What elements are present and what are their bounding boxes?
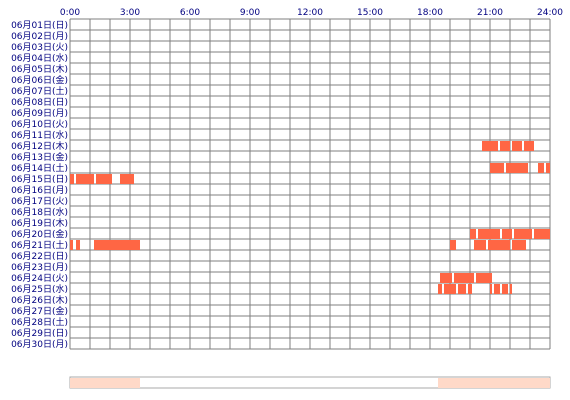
- row-label: 06月18日(水): [11, 206, 68, 218]
- x-tick-label: 6:00: [180, 8, 200, 18]
- activity-bar: [438, 284, 442, 294]
- row-label: 06月09日(月): [11, 108, 68, 119]
- x-tick-label: 21:00: [477, 8, 503, 18]
- row-label: 06月17日(火): [11, 196, 68, 207]
- activity-bar: [454, 273, 474, 283]
- row-label: 06月06日(金): [11, 74, 68, 86]
- activity-bar: [502, 229, 512, 239]
- activity-bar: [76, 240, 80, 250]
- row-label: 06月07日(土): [11, 85, 68, 97]
- row-label: 06月12日(木): [11, 140, 68, 152]
- activity-bar: [482, 141, 498, 151]
- activity-bar: [450, 240, 456, 250]
- row-label: 06月19日(木): [11, 217, 68, 229]
- activity-bar: [490, 163, 504, 173]
- activity-bar: [534, 229, 550, 239]
- activity-bar: [490, 284, 492, 294]
- row-label: 06月02日(月): [11, 31, 68, 42]
- row-label: 06月10日(火): [11, 119, 68, 130]
- activity-bar: [120, 174, 134, 184]
- activity-bar: [500, 141, 510, 151]
- activity-bar: [94, 240, 140, 250]
- row-label: 06月27日(金): [11, 305, 68, 317]
- summary-strip: [69, 376, 551, 389]
- activity-bar: [512, 141, 522, 151]
- x-axis-labels: 0:00 3:00 6:00 9:00 12:00 15:00 18:00 21:00 24:0…: [60, 8, 563, 18]
- activity-bar: [468, 284, 472, 294]
- row-label: 06月16日(月): [11, 185, 68, 196]
- activity-bar: [458, 284, 466, 294]
- row-label: 06月29日(日): [11, 328, 68, 339]
- row-label: 06月13日(金): [11, 151, 68, 163]
- row-label: 06月24日(火): [11, 273, 68, 284]
- x-tick-label: 12:00: [297, 8, 323, 18]
- activity-bar: [514, 229, 532, 239]
- row-label: 06月25日(水): [11, 283, 68, 295]
- x-tick-label: 18:00: [417, 8, 443, 18]
- activity-bar: [476, 273, 492, 283]
- summary-band: [70, 378, 140, 388]
- row-label: 06月14日(土): [11, 162, 68, 174]
- activity-bar: [478, 229, 500, 239]
- activity-bar: [96, 174, 112, 184]
- activity-bar: [494, 284, 500, 294]
- x-tick-label: 15:00: [357, 8, 383, 18]
- row-label: 06月01日(日): [11, 20, 68, 31]
- x-tick-label: 24:00: [537, 8, 563, 18]
- row-label: 06月20日(金): [11, 228, 68, 240]
- row-label: 06月26日(木): [11, 294, 68, 306]
- row-label: 06月21日(土): [11, 239, 68, 251]
- row-label: 06月03日(火): [11, 42, 68, 53]
- activity-bar: [512, 240, 526, 250]
- activity-bar: [488, 240, 510, 250]
- activity-bar: [76, 174, 94, 184]
- row-labels: 06月01日(日)06月02日(月)06月03日(火)06月04日(水)06月0…: [11, 20, 68, 350]
- row-label: 06月05日(木): [11, 63, 68, 75]
- row-label: 06月22日(日): [11, 251, 68, 262]
- activity-bar: [440, 273, 452, 283]
- summary-band: [438, 378, 550, 388]
- row-label: 06月30日(月): [11, 339, 68, 350]
- row-label: 06月28日(土): [11, 316, 68, 328]
- row-label: 06月23日(月): [11, 262, 68, 273]
- activity-bar: [538, 163, 544, 173]
- grid-lines: [69, 18, 551, 350]
- activity-bar: [502, 284, 508, 294]
- x-tick-label: 0:00: [60, 8, 80, 18]
- activity-bar: [474, 240, 486, 250]
- x-tick-label: 9:00: [240, 8, 260, 18]
- row-label: 06月15日(日): [11, 174, 68, 185]
- activity-bar: [470, 229, 476, 239]
- x-tick-label: 3:00: [120, 8, 140, 18]
- activity-bar: [70, 174, 74, 184]
- activity-bar: [506, 163, 528, 173]
- activity-bar: [546, 163, 550, 173]
- activity-bars: [70, 141, 550, 294]
- row-label: 06月04日(水): [11, 52, 68, 64]
- activity-bar: [70, 240, 73, 250]
- row-label: 06月11日(水): [11, 129, 68, 141]
- activity-bar: [510, 284, 512, 294]
- activity-bar: [524, 141, 534, 151]
- row-label: 06月08日(日): [11, 97, 68, 108]
- activity-bar: [444, 284, 456, 294]
